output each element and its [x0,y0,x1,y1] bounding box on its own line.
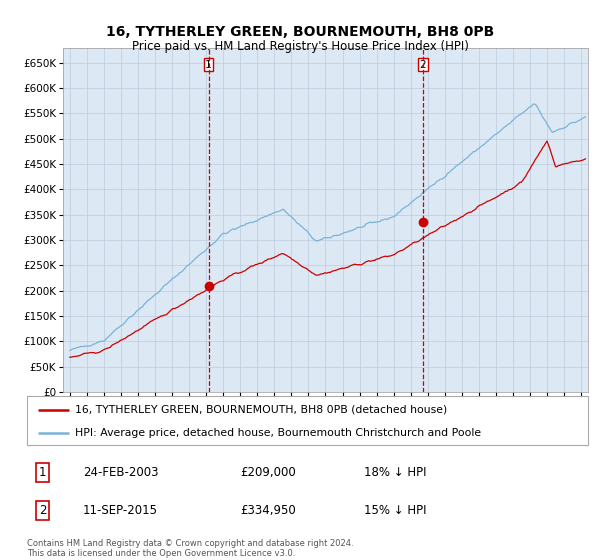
Text: £209,000: £209,000 [240,466,296,479]
Text: Contains HM Land Registry data © Crown copyright and database right 2024.
This d: Contains HM Land Registry data © Crown c… [27,539,353,558]
Text: 1: 1 [205,60,212,69]
Text: 2: 2 [419,60,426,69]
Text: 16, TYTHERLEY GREEN, BOURNEMOUTH, BH8 0PB (detached house): 16, TYTHERLEY GREEN, BOURNEMOUTH, BH8 0P… [74,405,447,415]
Text: 24-FEB-2003: 24-FEB-2003 [83,466,158,479]
Text: £334,950: £334,950 [240,504,296,517]
Text: Price paid vs. HM Land Registry's House Price Index (HPI): Price paid vs. HM Land Registry's House … [131,40,469,53]
Text: 18% ↓ HPI: 18% ↓ HPI [364,466,426,479]
Text: 16, TYTHERLEY GREEN, BOURNEMOUTH, BH8 0PB: 16, TYTHERLEY GREEN, BOURNEMOUTH, BH8 0P… [106,25,494,39]
Text: 2: 2 [39,504,46,517]
Text: 11-SEP-2015: 11-SEP-2015 [83,504,158,517]
Text: 15% ↓ HPI: 15% ↓ HPI [364,504,426,517]
Text: 1: 1 [39,466,46,479]
Text: HPI: Average price, detached house, Bournemouth Christchurch and Poole: HPI: Average price, detached house, Bour… [74,428,481,438]
